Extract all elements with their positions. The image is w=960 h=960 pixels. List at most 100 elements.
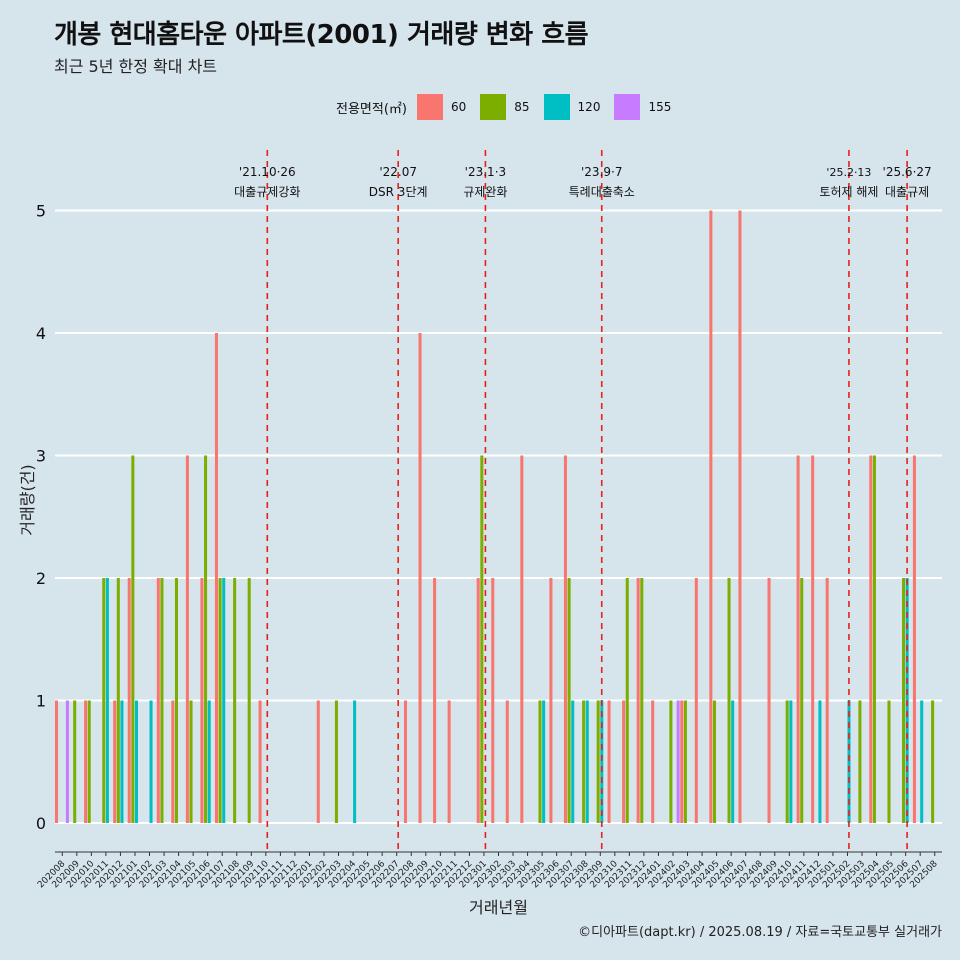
bar bbox=[200, 578, 204, 823]
bar bbox=[505, 700, 509, 823]
bar bbox=[149, 700, 153, 823]
bar bbox=[418, 333, 422, 823]
legend: 전용면적(㎡) 60 85 120 155 bbox=[336, 92, 685, 122]
chart-subtitle: 최근 5년 한정 확대 차트 bbox=[54, 57, 218, 76]
bar bbox=[476, 578, 480, 823]
bar bbox=[538, 700, 542, 823]
bar bbox=[73, 700, 77, 823]
bar bbox=[131, 455, 135, 823]
bar bbox=[116, 578, 120, 823]
bar bbox=[218, 578, 222, 823]
bar bbox=[222, 578, 226, 823]
event-date-label: '21.10·26 bbox=[239, 165, 296, 179]
bar bbox=[433, 578, 437, 823]
bar bbox=[887, 700, 891, 823]
legend-label-120: 120 bbox=[577, 100, 601, 114]
bar bbox=[65, 700, 69, 823]
bar bbox=[858, 700, 862, 823]
legend-label-60: 60 bbox=[450, 100, 467, 114]
event-date-label: '25.6·27 bbox=[883, 165, 932, 179]
bar bbox=[171, 700, 175, 823]
bar bbox=[55, 700, 59, 823]
bar bbox=[800, 578, 804, 823]
event-label: DSR 3단계 bbox=[369, 185, 428, 199]
event-date-label: '22.07 bbox=[379, 165, 417, 179]
event-label: 규제완화 bbox=[463, 185, 507, 199]
bar bbox=[785, 700, 789, 823]
bar bbox=[931, 700, 935, 823]
bar bbox=[542, 700, 546, 823]
legend-label-155: 155 bbox=[648, 100, 672, 114]
bar bbox=[567, 578, 571, 823]
bar bbox=[712, 700, 717, 823]
bar bbox=[127, 578, 131, 823]
bar bbox=[694, 578, 698, 823]
bar bbox=[600, 700, 604, 823]
bar bbox=[622, 700, 626, 823]
bar bbox=[683, 700, 687, 823]
bar bbox=[796, 455, 800, 823]
legend-item-85: 85 bbox=[480, 94, 535, 120]
bar bbox=[625, 578, 629, 823]
event-label: 대출규제 bbox=[885, 185, 929, 199]
bar bbox=[87, 700, 91, 823]
bar bbox=[680, 700, 684, 823]
event-date-label: '25.2·13 bbox=[826, 166, 871, 179]
event-date-label: '23.1·3 bbox=[465, 165, 506, 179]
y-axis-title: 거래량(건) bbox=[18, 464, 37, 535]
bar bbox=[582, 700, 586, 823]
y-tick-label: 0 bbox=[36, 814, 46, 833]
bar bbox=[571, 700, 575, 823]
bar bbox=[640, 578, 644, 823]
legend-swatch-60 bbox=[416, 94, 443, 120]
bar bbox=[214, 333, 218, 823]
event-label: 토허제 해제 bbox=[819, 185, 878, 199]
bar bbox=[447, 700, 451, 823]
legend-swatch-155 bbox=[614, 94, 641, 120]
bar bbox=[789, 700, 793, 823]
bar bbox=[811, 455, 815, 823]
bar bbox=[316, 700, 320, 823]
y-tick-label: 4 bbox=[36, 324, 46, 343]
bar bbox=[134, 700, 139, 823]
y-tick-label: 3 bbox=[36, 447, 46, 466]
bar bbox=[585, 700, 589, 823]
bar bbox=[480, 455, 484, 823]
legend-swatch-120 bbox=[543, 94, 570, 120]
bar bbox=[847, 700, 851, 823]
bar bbox=[334, 700, 338, 823]
bar bbox=[204, 455, 208, 823]
bar bbox=[247, 578, 251, 823]
event-label: 특례대출축소 bbox=[569, 185, 635, 199]
y-tick-label: 5 bbox=[36, 202, 46, 221]
bar bbox=[403, 700, 408, 823]
bar bbox=[207, 700, 211, 823]
chart-title: 개봉 현대홈타운 아파트(2001) 거래량 변화 흐름 bbox=[54, 20, 589, 50]
legend-title: 전용면적(㎡) bbox=[336, 101, 407, 117]
bar bbox=[902, 578, 906, 823]
bar bbox=[353, 700, 357, 823]
bar bbox=[596, 700, 600, 823]
bar bbox=[651, 700, 655, 823]
legend-label-85: 85 bbox=[514, 100, 530, 114]
bar bbox=[738, 210, 742, 823]
bar bbox=[185, 455, 189, 823]
bar bbox=[113, 700, 117, 823]
y-tick-label: 2 bbox=[36, 569, 46, 588]
bar bbox=[491, 578, 495, 823]
bar bbox=[189, 700, 193, 823]
bar bbox=[920, 700, 924, 823]
bar bbox=[872, 455, 876, 823]
bar bbox=[709, 210, 713, 823]
bar bbox=[825, 578, 829, 823]
bar bbox=[563, 455, 567, 823]
event-label: 대출규제강화 bbox=[234, 185, 300, 199]
bar bbox=[102, 578, 106, 823]
bar bbox=[676, 700, 680, 823]
event-date-label: '23.9·7 bbox=[581, 165, 622, 179]
bar bbox=[520, 455, 524, 823]
x-axis-title: 거래년월 bbox=[469, 898, 528, 917]
bar bbox=[233, 578, 237, 823]
legend-item-60: 60 bbox=[416, 94, 472, 120]
